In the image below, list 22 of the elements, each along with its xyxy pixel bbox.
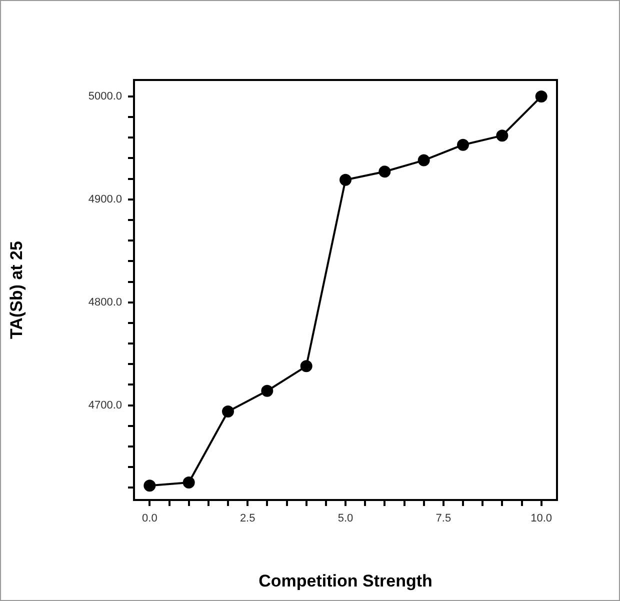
point bbox=[535, 90, 548, 102]
point bbox=[300, 360, 312, 372]
y-tick-label: 5000.0 bbox=[88, 90, 122, 102]
point bbox=[261, 384, 274, 397]
x-tick-label: 2.5 bbox=[240, 512, 256, 525]
point bbox=[182, 476, 195, 488]
point bbox=[222, 405, 234, 418]
point bbox=[457, 138, 469, 151]
y-tick-label: 4800.0 bbox=[88, 296, 122, 308]
x-tick-label: 0.0 bbox=[142, 512, 158, 525]
y-tick-label: 4700.0 bbox=[88, 399, 122, 412]
y-tick-label: 4900.0 bbox=[88, 193, 122, 206]
x-axis-title: Competition Strength bbox=[258, 571, 432, 590]
y-axis-title: TA(Sb) at 25 bbox=[6, 241, 26, 339]
point bbox=[418, 154, 430, 166]
x-tick-label: 7.5 bbox=[436, 512, 452, 525]
x-tick-label: 10.0 bbox=[530, 512, 552, 525]
x-tick-label: 5.0 bbox=[338, 512, 354, 525]
point bbox=[144, 480, 156, 492]
point bbox=[496, 130, 508, 142]
point bbox=[378, 166, 391, 178]
point bbox=[340, 174, 352, 186]
